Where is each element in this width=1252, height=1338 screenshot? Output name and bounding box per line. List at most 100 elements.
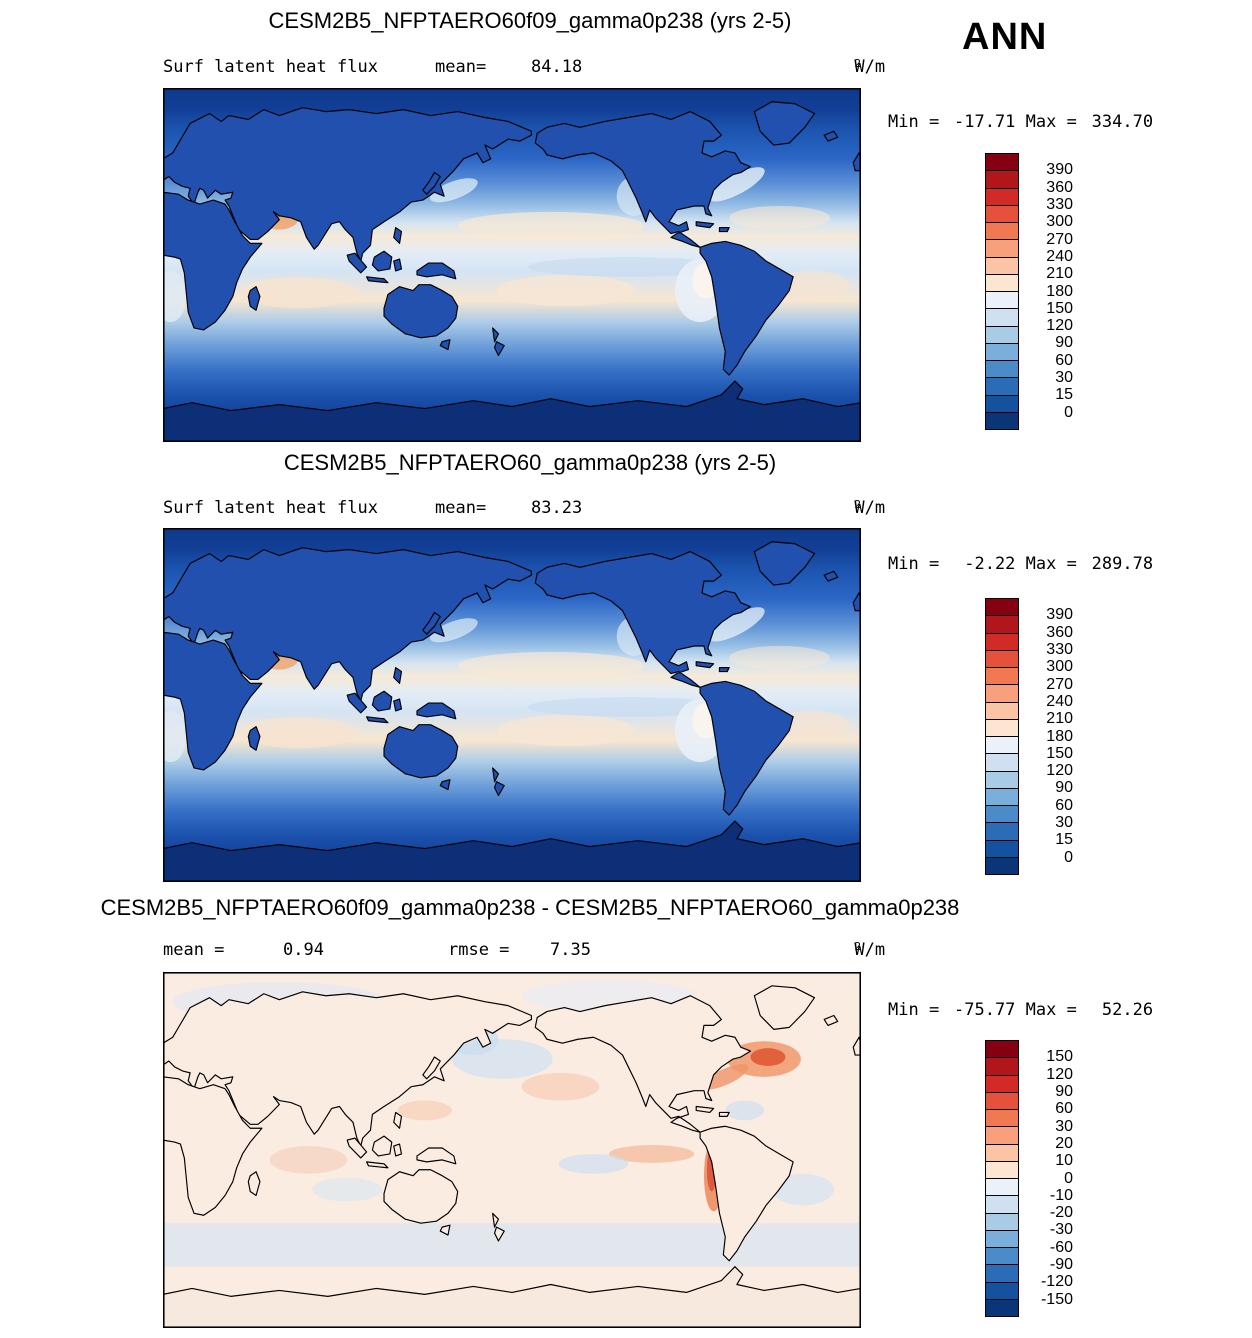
colorbar-cell bbox=[986, 787, 1018, 805]
colorbar-tick-label: 390 bbox=[1046, 161, 1073, 179]
colorbar-cell bbox=[986, 291, 1018, 309]
colorbar-cell bbox=[986, 1229, 1018, 1247]
colorbar-tick-label: 360 bbox=[1046, 178, 1073, 196]
colorbar-cell bbox=[986, 753, 1018, 771]
colorbar-tick-label: 180 bbox=[1046, 282, 1073, 300]
colorbar-tick-label: 330 bbox=[1046, 195, 1073, 213]
colorbar-cell bbox=[986, 1247, 1018, 1265]
min-value: -17.71 bbox=[954, 112, 1016, 132]
colorbar-tick-label: 150 bbox=[1046, 744, 1073, 762]
colorbar-cell bbox=[986, 736, 1018, 754]
colorbar-tick-label: -90 bbox=[1049, 1256, 1073, 1274]
panel1-annotation-row: Surf latent heat flux mean= 84.18 W/m 2 bbox=[163, 57, 886, 79]
colorbar-cell bbox=[986, 170, 1018, 188]
colorbar-tick-label: 210 bbox=[1046, 265, 1073, 283]
field-label: Surf latent heat flux bbox=[163, 57, 378, 77]
colorbar-ticks: 150 120 90 60 30 20 10 0 -10 -20 -30 -60 -90 -120 -150 bbox=[1027, 1040, 1073, 1317]
colorbar-cell bbox=[986, 1160, 1018, 1178]
min-label: Min = bbox=[888, 1000, 950, 1020]
colorbar-cell bbox=[986, 1057, 1018, 1075]
colorbar-cell bbox=[986, 839, 1018, 857]
colorbar-tick-label: 0 bbox=[1064, 848, 1073, 866]
max-value: 289.78 bbox=[1091, 554, 1154, 574]
panel1-title: CESM2B5_NFPTAERO60f09_gamma0p238 (yrs 2-… bbox=[268, 8, 792, 33]
mean-value: 83.23 bbox=[531, 498, 583, 518]
units-label: W/m 2 bbox=[854, 57, 886, 77]
colorbar-tick-label: 180 bbox=[1046, 727, 1073, 745]
colorbar-tick-label: 0 bbox=[1064, 1169, 1073, 1187]
colorbar-tick-label: 0 bbox=[1064, 403, 1073, 421]
mean-label: mean = bbox=[163, 940, 235, 960]
panel2-title: CESM2B5_NFPTAERO60_gamma0p238 (yrs 2-5) bbox=[283, 450, 777, 475]
colorbar-cell bbox=[986, 1143, 1018, 1161]
colorbar-cell bbox=[986, 632, 1018, 650]
panel1-stats: Min = -17.71 Max = 334.70 bbox=[888, 112, 1178, 132]
colorbar-tick-label: 10 bbox=[1055, 1152, 1073, 1170]
colorbar-cell bbox=[986, 667, 1018, 685]
colorbar-tick-label: 210 bbox=[1046, 710, 1073, 728]
colorbar-cell bbox=[986, 684, 1018, 702]
rmse-value: 7.35 bbox=[550, 940, 591, 960]
colorbar-tick-label: 20 bbox=[1055, 1134, 1073, 1152]
colorbar-panel3: 150 120 90 60 30 20 10 0 -10 -20 -30 -60 -90 -120 -150 bbox=[985, 1040, 1073, 1317]
colorbar-cell bbox=[986, 239, 1018, 257]
colorbar-tick-label: 90 bbox=[1055, 334, 1073, 352]
max-value: 334.70 bbox=[1091, 112, 1154, 132]
colorbar-tick-label: 15 bbox=[1055, 386, 1073, 404]
colorbar-cell bbox=[986, 1264, 1018, 1282]
colorbar-cell bbox=[986, 222, 1018, 240]
colorbar-cells bbox=[985, 598, 1019, 875]
colorbar-cell bbox=[986, 360, 1018, 378]
colorbar-cell bbox=[986, 701, 1018, 719]
field-label: Surf latent heat flux bbox=[163, 498, 378, 518]
colorbar-cell bbox=[986, 615, 1018, 633]
mean-value: 84.18 bbox=[531, 57, 583, 77]
colorbar-tick-label: 60 bbox=[1055, 351, 1073, 369]
colorbar-cell bbox=[986, 1041, 1018, 1058]
max-label: Max = bbox=[1015, 1000, 1088, 1020]
panel3-stats: Min = -75.77 Max = 52.26 bbox=[888, 1000, 1178, 1020]
colorbar-cell bbox=[986, 1126, 1018, 1144]
max-label: Max = bbox=[1015, 112, 1088, 132]
colorbar-tick-label: 90 bbox=[1055, 779, 1073, 797]
ocean-features bbox=[163, 607, 850, 763]
map-frame bbox=[163, 528, 861, 882]
map-panel2 bbox=[163, 528, 861, 882]
panel2-annotation-row: Surf latent heat flux mean= 83.23 W/m 2 bbox=[163, 498, 885, 520]
colorbar-cell bbox=[986, 256, 1018, 274]
colorbar-cell bbox=[986, 856, 1018, 874]
colorbar-tick-label: 300 bbox=[1046, 213, 1073, 231]
colorbar-tick-label: 30 bbox=[1055, 814, 1073, 832]
colorbar-cell bbox=[986, 273, 1018, 291]
map-panel1 bbox=[163, 88, 861, 442]
colorbar-cell bbox=[986, 1298, 1018, 1316]
colorbar-tick-label: 390 bbox=[1046, 606, 1073, 624]
max-value: 52.26 bbox=[1101, 1000, 1154, 1020]
colorbar-tick-label: -30 bbox=[1049, 1221, 1073, 1239]
map-frame bbox=[163, 88, 861, 442]
mean-value: 0.94 bbox=[283, 940, 324, 960]
colorbar-cell bbox=[986, 377, 1018, 395]
colorbar-tick-label: 15 bbox=[1055, 831, 1073, 849]
mean-label: mean= bbox=[435, 498, 487, 518]
colorbar-tick-label: -10 bbox=[1049, 1186, 1073, 1204]
panel3-annotation-row: mean = 0.94 rmse = 7.35 W/m 2 bbox=[163, 940, 886, 962]
colorbar-cell bbox=[986, 1074, 1018, 1092]
colorbar-cell bbox=[986, 154, 1018, 171]
units-label: W/m 2 bbox=[854, 940, 886, 960]
colorbar-cell bbox=[986, 822, 1018, 840]
colorbar-ticks: 390 360 330 300 270 240 210 180 150 120 90 60 30 15 0 bbox=[1027, 153, 1073, 430]
min-label: Min = bbox=[888, 112, 950, 132]
colorbar-tick-label: 150 bbox=[1046, 1048, 1073, 1066]
map-frame bbox=[163, 972, 861, 1328]
min-value: -75.77 bbox=[954, 1000, 1016, 1020]
colorbar-cell bbox=[986, 308, 1018, 326]
colorbar-tick-label: 240 bbox=[1046, 247, 1073, 265]
colorbar-tick-label: 120 bbox=[1046, 317, 1073, 335]
colorbar-cell bbox=[986, 1091, 1018, 1109]
colorbar-tick-label: -120 bbox=[1040, 1273, 1073, 1291]
colorbar-tick-label: -60 bbox=[1049, 1238, 1073, 1256]
panel2-stats: Min = -2.22 Max = 289.78 bbox=[888, 554, 1178, 574]
panel3-title: CESM2B5_NFPTAERO60f09_gamma0p238 - CESM2… bbox=[100, 895, 960, 920]
